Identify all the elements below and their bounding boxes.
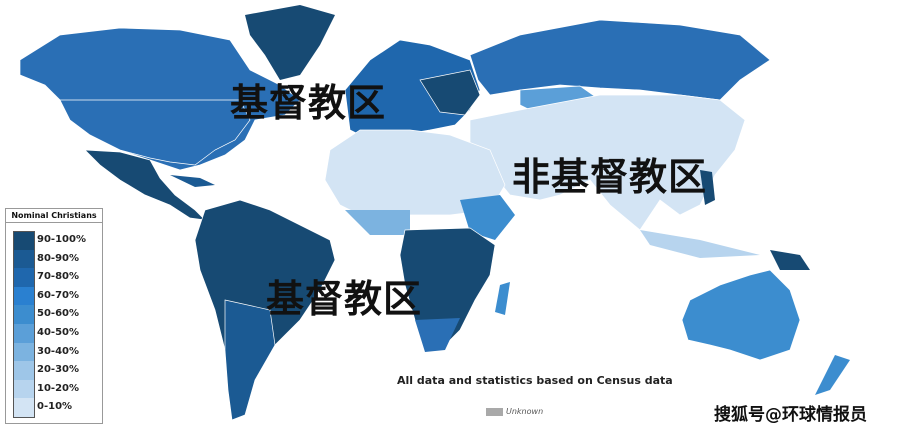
sub-saharan-africa [399, 227, 496, 351]
legend-item: 50-60% [6, 305, 102, 324]
eastern-europe [419, 69, 481, 116]
legend-item: 40-50% [6, 323, 102, 343]
legend-label: 20-30% [37, 364, 80, 376]
legend-item: 0-10% [6, 398, 102, 418]
legend-title: Nominal Christians [6, 209, 102, 223]
legend-swatch [13, 342, 35, 362]
legend-label: 60-70% [37, 289, 80, 301]
ethiopia-region [460, 195, 515, 240]
philippines [700, 170, 715, 205]
legend-label: 80-90% [37, 252, 80, 264]
watermark: 搜狐号@环球情报员 [714, 405, 867, 425]
usa [59, 99, 251, 166]
legend-label: 70-80% [37, 271, 80, 283]
legend-item: 80-90% [6, 249, 102, 269]
legend-label: 30-40% [37, 345, 80, 357]
west-africa [345, 210, 410, 235]
unknown-swatch [486, 407, 503, 416]
legend-label: 40-50% [37, 326, 80, 338]
legend-item: 70-80% [6, 268, 102, 287]
unknown-label: Unknown [506, 407, 544, 416]
legend-label: 0-10% [37, 401, 73, 413]
christian-region-label-north: 基督教区 [230, 81, 387, 125]
new-zealand [815, 355, 850, 395]
russia [469, 19, 771, 101]
legend-item: 10-20% [6, 379, 102, 399]
legend-swatch [13, 379, 35, 399]
legend-label: 50-60% [37, 308, 80, 320]
legend-item: 90-100% [6, 231, 102, 251]
non-christian-region-label: 非基督教区 [512, 155, 708, 199]
caribbean [170, 175, 215, 187]
legend-swatch [13, 268, 35, 287]
legend-swatch [13, 249, 35, 269]
legend-label: 10-20% [37, 382, 80, 394]
legend-swatch [13, 361, 35, 380]
legend-item: 30-40% [6, 342, 102, 362]
legend-label: 90-100% [37, 234, 86, 245]
madagascar [495, 282, 510, 315]
data-source-note: All data and statistics based on Census … [397, 374, 673, 387]
legend-swatch [13, 305, 35, 324]
southern-africa [415, 318, 460, 352]
papua-new-guinea [770, 250, 810, 270]
legend-swatch [13, 398, 35, 418]
australia [681, 269, 801, 361]
legend: Nominal Christians 90-100% 80-90% 70-80% 60… [5, 208, 103, 424]
legend-swatch [13, 323, 35, 343]
southern-cone [224, 299, 276, 421]
unknown-legend: Unknown [486, 407, 543, 416]
legend-item: 20-30% [6, 361, 102, 380]
asia [469, 94, 746, 231]
legend-swatch [13, 286, 35, 306]
legend-item: 60-70% [6, 286, 102, 306]
christian-region-label-south: 基督教区 [266, 277, 423, 321]
greenland [245, 5, 335, 80]
indonesia [640, 230, 760, 258]
legend-swatch [13, 231, 35, 251]
